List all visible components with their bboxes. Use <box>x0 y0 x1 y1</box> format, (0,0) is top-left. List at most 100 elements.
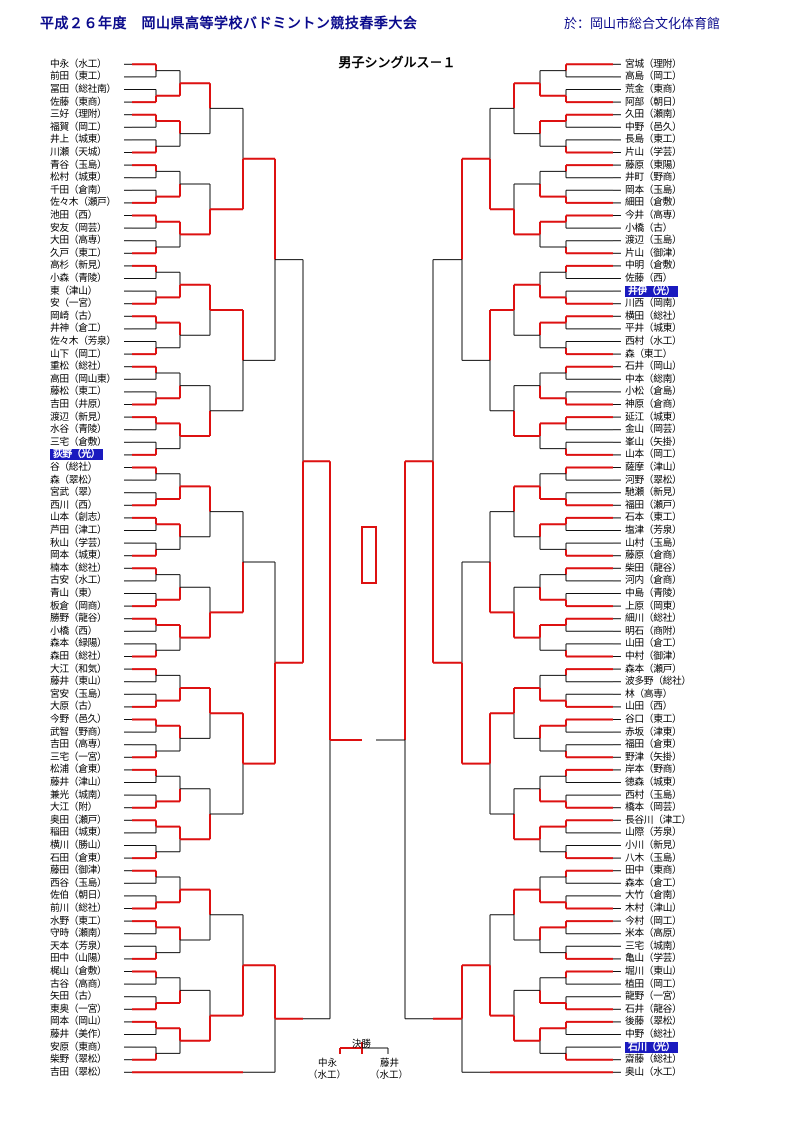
right-player-name: 細田（倉敷） <box>625 197 682 209</box>
left-player-name: 佐々木（芳泉） <box>50 336 116 347</box>
left-player-name: 西谷（玉島） <box>50 877 107 889</box>
right-player-name: 大竹（倉南） <box>625 890 682 902</box>
left-player-name: 秋山（学芸） <box>50 537 107 549</box>
right-player-name: 岡本（玉島） <box>625 184 682 196</box>
right-player-name: 山本（岡工） <box>625 449 682 461</box>
right-player-name: 川西（岡南） <box>625 298 682 310</box>
right-player-name: 中村（御津） <box>625 651 682 662</box>
right-player-name: 中野（総社） <box>625 1029 682 1040</box>
right-player-name: 藤原（倉商） <box>625 550 682 562</box>
left-player-name: 宮安（玉島） <box>50 688 107 700</box>
right-player-name: 藤原（東陽） <box>625 159 682 171</box>
left-player-name: 東奥（一宮） <box>50 1003 107 1015</box>
right-player-name: 今村（岡工） <box>625 915 682 927</box>
right-player-name: 中野（邑久） <box>625 121 682 133</box>
right-player-name: 石井（龍谷） <box>625 1003 682 1015</box>
left-player-name: 芦田（津工） <box>50 525 107 536</box>
final-label: 決勝 <box>352 1039 372 1050</box>
finalist-right-school: （水工） <box>370 1070 409 1081</box>
right-player-name: 波多野（総社） <box>625 676 691 688</box>
left-player-name: 高田（岡山東） <box>50 373 116 385</box>
left-player-name: 西川（西） <box>50 499 97 511</box>
right-player-name: 小松（倉島） <box>625 386 682 398</box>
champion-box <box>361 526 377 584</box>
right-player-name: 谷口（東工） <box>625 714 682 725</box>
left-player-name: 前川（総社） <box>50 903 107 914</box>
right-player-name: 赤坂（津東） <box>625 726 682 738</box>
left-player-name: 勝野（龍谷） <box>50 613 107 625</box>
right-player-name: 横田（総社） <box>625 310 682 322</box>
right-player-name: 平井（城東） <box>625 323 682 335</box>
left-player-name: 藤井（津山） <box>50 777 107 788</box>
left-player-name: 井上（城東） <box>50 134 107 146</box>
finalist-left-name: 中永 <box>318 1058 338 1069</box>
left-player-name: 松村（城東） <box>50 172 107 184</box>
right-player-name: 林（高専） <box>625 688 672 700</box>
left-player-name: 渡辺（新見） <box>50 411 107 423</box>
left-player-name: 大田（高専） <box>50 235 107 247</box>
right-player-name: 中本（総南） <box>625 373 682 385</box>
right-player-name: 福田（瀬戸） <box>625 499 682 511</box>
left-player-name: 松浦（倉東） <box>50 764 107 776</box>
right-player-name: 福田（倉東） <box>625 739 682 751</box>
left-player-name: 山本（創志） <box>50 512 107 524</box>
left-player-name: 岡本（城東） <box>50 550 107 562</box>
right-player-name: 阿部（朝日） <box>625 96 682 108</box>
tournament-title: 平成２６年度 岡山県高等学校バドミントン競技春季大会 <box>40 16 418 32</box>
right-player-name: 岸本（野商） <box>625 764 682 776</box>
right-player-name: 井伊（光） <box>625 285 678 297</box>
left-player-name: 武智（野商） <box>50 726 107 738</box>
event-title: 男子シングルス－１ <box>338 56 456 71</box>
left-player-name: 楠本（総社） <box>50 562 107 574</box>
left-player-name: 森（翠松） <box>50 474 97 486</box>
right-player-name: 神原（倉商） <box>625 399 682 410</box>
left-player-name: 森田（総社） <box>50 651 107 662</box>
right-player-name: 河野（翠松） <box>625 474 682 486</box>
left-player-name: 岡崎（古） <box>50 310 97 322</box>
left-player-name: 佐伯（朝日） <box>50 890 107 902</box>
right-player-name: 橋本（岡芸） <box>625 802 682 814</box>
left-player-name: 田中（山陽） <box>50 953 107 965</box>
left-player-name: 青谷（玉島） <box>50 159 107 171</box>
right-player-name: 佐藤（西） <box>625 273 672 284</box>
right-player-name: 山田（倉工） <box>625 638 682 650</box>
finalist-right-name: 藤井 <box>380 1058 400 1069</box>
left-player-name: 水野（東工） <box>50 915 107 927</box>
right-player-name: 馳瀬（新見） <box>625 487 682 499</box>
left-player-name: 福賀（岡工） <box>50 121 107 133</box>
left-player-name: 守時（瀬南） <box>50 928 107 940</box>
left-player-name: 佐々木（瀬戸） <box>50 197 116 209</box>
left-player-name: 小森（青陵） <box>50 273 107 284</box>
right-player-name: 徳森（城東） <box>625 777 682 788</box>
left-player-name: 安（一宮） <box>50 298 97 310</box>
right-player-name: 今井（高専） <box>625 210 682 221</box>
left-player-name: 谷（総社） <box>50 462 97 473</box>
left-player-name: 横川（勝山） <box>50 840 107 851</box>
right-player-name: 中島（青陵） <box>625 588 682 599</box>
right-player-name: 森本（瀬戸） <box>625 663 682 675</box>
left-player-name: 今野（邑久） <box>50 714 107 725</box>
left-player-name: 三好（理附） <box>50 109 107 121</box>
left-player-name: 兼光（城南） <box>50 789 107 801</box>
right-player-name: 山田（西） <box>625 701 672 713</box>
right-player-name: 山村（玉島） <box>625 537 682 549</box>
right-player-name: 三宅（城南） <box>625 940 682 952</box>
left-player-name: 稲田（城東） <box>50 827 107 839</box>
right-player-name: 小川（新見） <box>625 840 682 851</box>
right-player-name: 野津（矢掛） <box>625 751 682 763</box>
right-player-name: 延江（城東） <box>625 411 682 423</box>
right-player-name: 長谷川（津工） <box>625 814 691 826</box>
right-player-name: 峯山（矢掛） <box>625 436 682 448</box>
left-player-name: 石田（倉東） <box>50 852 107 864</box>
left-player-name: 吉田（高専） <box>50 739 107 751</box>
right-player-name: 中明（倉敷） <box>625 260 682 272</box>
left-player-name: 藤田（御津） <box>50 865 107 877</box>
right-player-name: 久田（瀬南） <box>625 109 682 121</box>
left-player-name: 森本（緑陽） <box>50 638 107 650</box>
left-player-name: 荻野（光） <box>50 449 103 461</box>
left-player-name: 藤松（東工） <box>50 386 107 398</box>
right-player-name: 河内（倉商） <box>625 575 682 587</box>
right-player-name: 金山（岡芸） <box>625 424 682 436</box>
right-player-name: 八木（玉島） <box>625 852 682 864</box>
